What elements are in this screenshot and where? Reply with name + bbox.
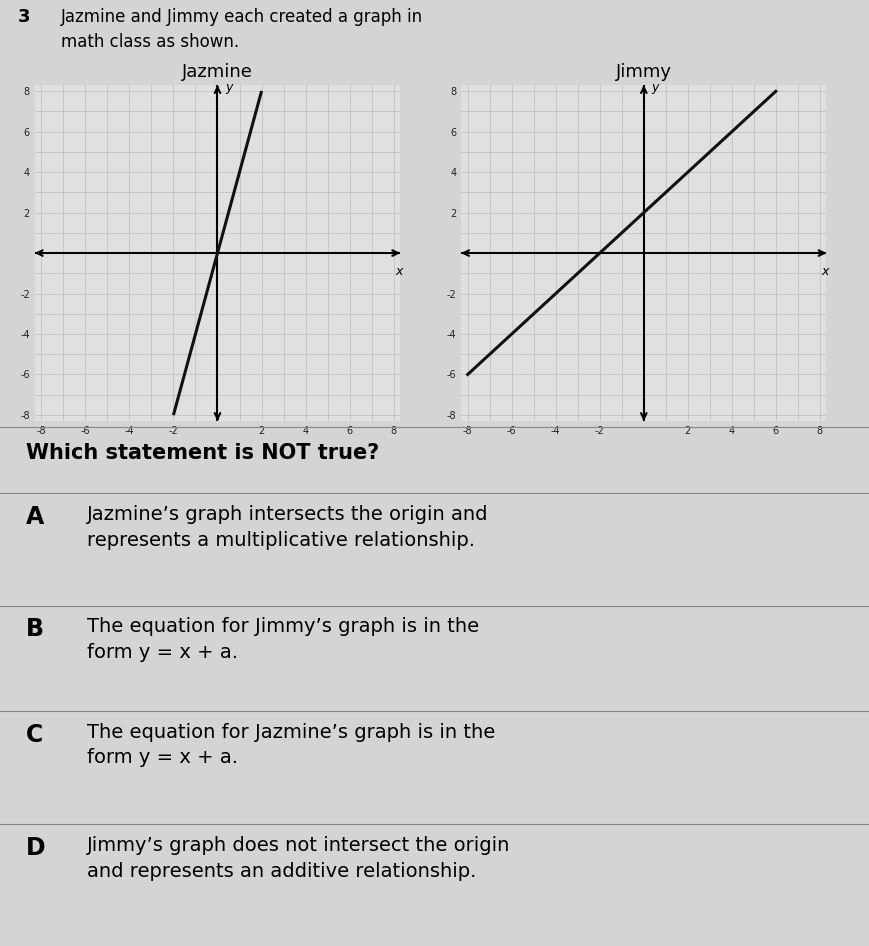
Text: A: A [26, 505, 44, 529]
Text: The equation for Jazmine’s graph is in the
form y = x + a.: The equation for Jazmine’s graph is in t… [87, 723, 494, 767]
Text: Which statement is NOT true?: Which statement is NOT true? [26, 444, 379, 464]
Text: x: x [820, 265, 828, 278]
Text: D: D [26, 836, 46, 860]
Text: y: y [650, 80, 658, 94]
Title: Jazmine: Jazmine [182, 62, 253, 80]
Text: The equation for Jimmy’s graph is in the
form y = x + a.: The equation for Jimmy’s graph is in the… [87, 618, 479, 662]
Text: Jazmine’s graph intersects the origin and
represents a multiplicative relationsh: Jazmine’s graph intersects the origin an… [87, 505, 488, 550]
Text: Jimmy’s graph does not intersect the origin
and represents an additive relations: Jimmy’s graph does not intersect the ori… [87, 836, 510, 881]
Text: x: x [395, 265, 402, 278]
Text: B: B [26, 618, 44, 641]
Text: y: y [224, 80, 232, 94]
Text: Jazmine and Jimmy each created a graph in
math class as shown.: Jazmine and Jimmy each created a graph i… [61, 8, 422, 50]
Title: Jimmy: Jimmy [615, 62, 671, 80]
Text: C: C [26, 723, 43, 746]
Text: 3: 3 [17, 8, 30, 26]
